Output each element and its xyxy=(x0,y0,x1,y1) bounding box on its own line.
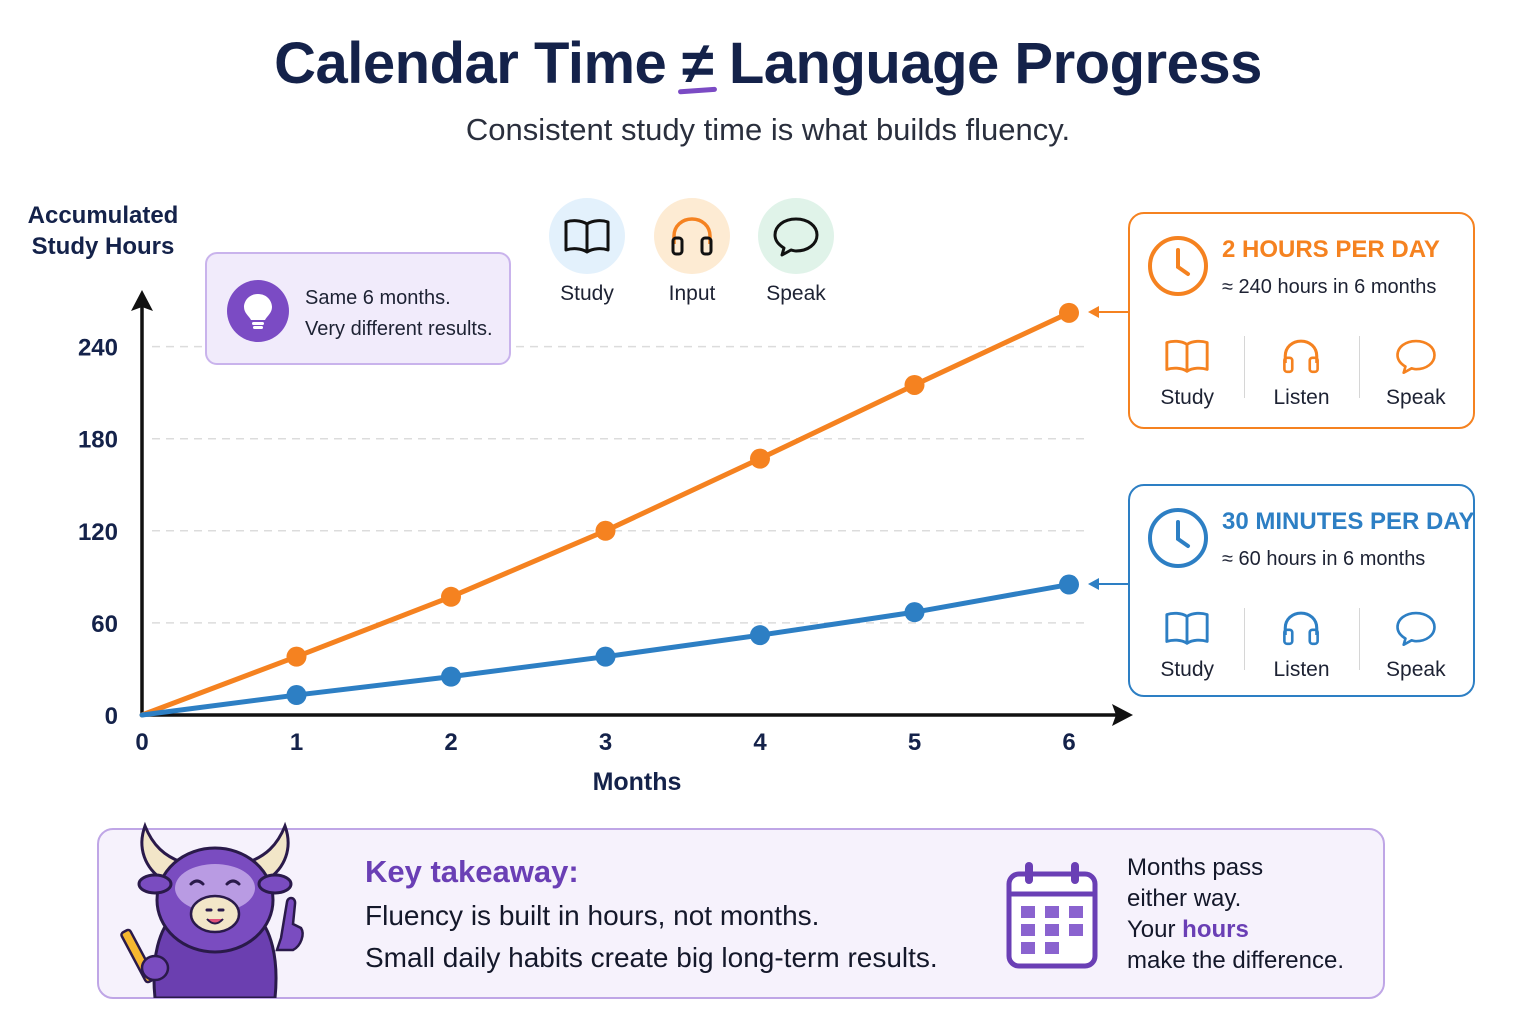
card-subtext: ≈ 60 hours in 6 months xyxy=(1222,548,1426,570)
x-tick-label: 6 xyxy=(1062,729,1075,756)
activity-label: Study xyxy=(1160,658,1215,681)
side-note-line-2: either way. xyxy=(1127,885,1242,912)
activity-label: Listen xyxy=(1273,658,1330,681)
orange-pointer-arrow xyxy=(1088,306,1128,318)
y-tick-label: 0 xyxy=(105,703,118,730)
blue-pointer-arrow xyxy=(1088,578,1128,590)
activity-speak: Speak xyxy=(1358,328,1473,410)
clock-icon xyxy=(1146,234,1210,303)
data-point-two_hours xyxy=(286,646,307,667)
book-icon xyxy=(1130,600,1244,648)
speech-bubble-icon xyxy=(1359,328,1473,376)
x-tick-label: 2 xyxy=(444,729,457,756)
activity-study: Study xyxy=(1130,328,1244,410)
activity-label: Listen xyxy=(1273,386,1330,409)
clock-icon xyxy=(1146,506,1210,575)
card-subtext: ≈ 240 hours in 6 months xyxy=(1222,276,1437,298)
data-point-thirty_minutes xyxy=(595,646,616,667)
takeaway-line-1: Fluency is built in hours, not months. xyxy=(365,900,820,931)
data-point-thirty_minutes xyxy=(1059,574,1079,595)
x-tick-label: 5 xyxy=(908,729,921,756)
data-point-two_hours xyxy=(750,448,770,469)
data-point-two_hours xyxy=(1059,302,1079,323)
headphones-icon xyxy=(1244,600,1358,648)
data-point-thirty_minutes xyxy=(750,625,770,646)
thirty-minutes-card: 30 MINUTES PER DAY ≈ 60 hours in 6 month… xyxy=(1128,484,1475,697)
x-axis-title: Months xyxy=(593,768,682,796)
y-tick-label: 120 xyxy=(78,519,118,546)
x-tick-label: 3 xyxy=(599,729,612,756)
takeaway-heading: Key takeaway: xyxy=(365,854,579,889)
activity-label: Speak xyxy=(1386,658,1446,681)
headphones-icon xyxy=(654,198,730,274)
activity-listen: Listen xyxy=(1244,600,1358,682)
title-part-1: Calendar Time xyxy=(274,31,682,96)
activity-listen: Listen xyxy=(1244,328,1358,410)
side-note-prefix: Your xyxy=(1127,916,1183,943)
two-hours-card: 2 HOURS PER DAY ≈ 240 hours in 6 months … xyxy=(1128,212,1475,429)
yak-mascot-icon xyxy=(115,818,315,1003)
not-equal-sign: ≠ xyxy=(681,31,714,96)
y-tick-label: 180 xyxy=(78,427,118,454)
lightbulb-icon xyxy=(227,280,289,342)
book-icon xyxy=(1130,328,1244,376)
insight-callout: Same 6 months. Very different results. xyxy=(205,252,511,365)
data-point-two_hours xyxy=(595,520,616,541)
y-axis-arrowhead xyxy=(131,290,153,311)
side-note-line-4: make the difference. xyxy=(1127,947,1345,974)
category-speak: Speak xyxy=(757,198,835,306)
category-label: Speak xyxy=(766,282,826,305)
page-subtitle: Consistent study time is what builds flu… xyxy=(465,112,1071,147)
side-note-line-3: Your hours xyxy=(1127,914,1344,945)
callout-line-1: Same 6 months. xyxy=(305,287,451,309)
key-takeaway-panel: Key takeaway: Fluency is built in hours,… xyxy=(97,821,1385,1000)
callout-line-2: Very different results. xyxy=(305,318,493,340)
hours-highlight: hours xyxy=(1182,916,1249,943)
speech-bubble-icon xyxy=(758,198,834,274)
card-heading: 2 HOURS PER DAY xyxy=(1222,236,1440,263)
side-note-line-1: Months pass xyxy=(1127,854,1264,881)
speech-bubble-icon xyxy=(1359,600,1473,648)
headphones-icon xyxy=(1244,328,1358,376)
data-point-two_hours xyxy=(904,374,925,395)
x-tick-label: 1 xyxy=(290,729,303,756)
x-axis-arrowhead xyxy=(1112,704,1133,726)
y-axis-title: Accumulated Study Hours xyxy=(27,202,179,260)
takeaway-line-2: Small daily habits create big long-term … xyxy=(365,942,938,973)
activity-label: Study xyxy=(1160,386,1215,409)
book-icon xyxy=(549,198,625,274)
data-point-thirty_minutes xyxy=(286,685,307,706)
category-input: Input xyxy=(653,198,731,306)
category-label: Input xyxy=(668,282,716,305)
x-tick-label: 0 xyxy=(135,729,148,756)
category-study: Study xyxy=(548,198,626,306)
data-point-thirty_minutes xyxy=(441,666,461,687)
data-point-thirty_minutes xyxy=(904,602,925,623)
side-note: Months pass either way. Your hours make … xyxy=(1127,852,1344,976)
page-title: Calendar Time ≠ Language Progress xyxy=(0,30,1536,97)
x-tick-label: 4 xyxy=(753,729,767,756)
y-tick-label: 60 xyxy=(91,611,118,638)
category-label: Study xyxy=(560,282,614,305)
activity-study: Study xyxy=(1130,600,1244,682)
calendar-icon xyxy=(1005,860,1099,975)
activity-speak: Speak xyxy=(1358,600,1473,682)
card-heading: 30 MINUTES PER DAY xyxy=(1222,508,1475,535)
title-part-2: Language Progress xyxy=(713,31,1262,96)
data-point-two_hours xyxy=(441,586,461,607)
y-tick-label: 240 xyxy=(78,335,118,362)
activity-label: Speak xyxy=(1386,386,1446,409)
